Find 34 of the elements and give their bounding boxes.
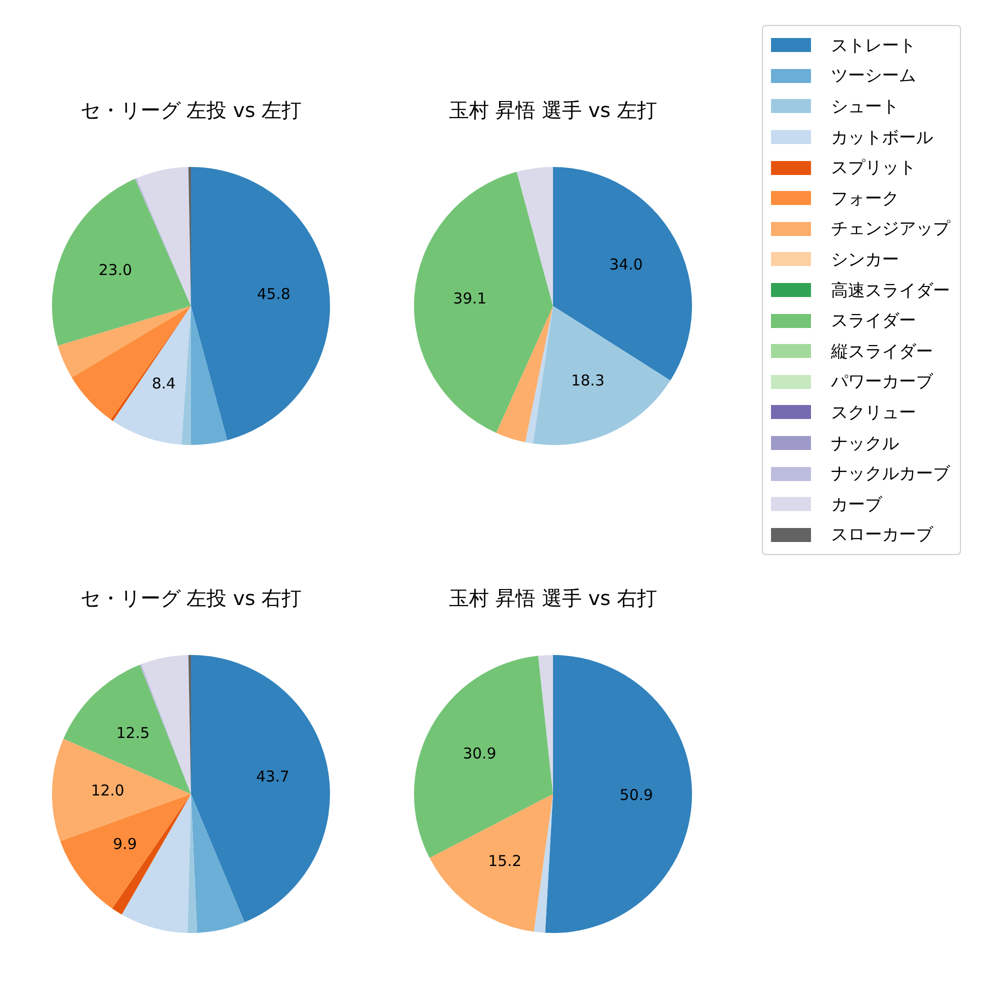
data-label: 18.3 <box>571 372 604 390</box>
data-label: 30.9 <box>462 744 496 762</box>
legend-label: 高速スライダー <box>831 280 950 302</box>
legend-label: シュート <box>831 96 899 118</box>
data-label: 15.2 <box>488 852 522 870</box>
data-label: 8.4 <box>152 374 176 393</box>
data-label: 34.0 <box>609 256 643 274</box>
data-label: 45.8 <box>256 284 290 303</box>
legend-label: スローカーブ <box>831 524 933 546</box>
data-label: 39.1 <box>453 289 487 308</box>
chart-title: 玉村 昇悟 選手 vs 右打 <box>449 586 657 610</box>
legend-label: シンカー <box>831 248 899 271</box>
legend-label: チェンジアップ <box>831 218 950 240</box>
data-label: 43.7 <box>256 767 290 786</box>
legend-label: 縦スライダー <box>831 340 933 363</box>
data-label: 9.9 <box>113 834 137 853</box>
legend-label: カーブ <box>831 494 882 516</box>
chart-title: 玉村 昇悟 選手 vs 左打 <box>449 98 657 122</box>
data-label: 12.5 <box>116 724 150 742</box>
legend-label: ストレート <box>831 34 916 57</box>
legend-label: フォーク <box>831 188 899 210</box>
legend-label: スライダー <box>831 310 916 332</box>
legend-label: スクリュー <box>831 402 916 424</box>
legend-label: カットボール <box>831 126 933 149</box>
legend-label: スプリット <box>831 157 916 180</box>
legend-label: ツーシーム <box>831 65 916 88</box>
legend-label: パワーカーブ <box>831 371 933 394</box>
legend-label: ナックル <box>831 432 899 455</box>
data-label: 23.0 <box>98 260 132 279</box>
data-label: 12.0 <box>90 781 124 800</box>
chart-title: セ・リーグ 左投 vs 右打 <box>80 586 302 610</box>
legend-label: ナックルカーブ <box>831 463 950 486</box>
data-label: 50.9 <box>620 786 654 804</box>
text: セ・リーグ 左投 vs 左打 <box>80 98 302 122</box>
